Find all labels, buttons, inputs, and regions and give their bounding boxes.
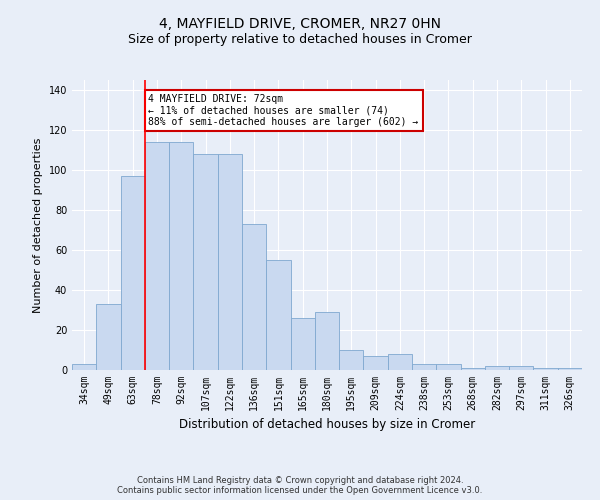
Bar — [364, 356, 388, 370]
Bar — [169, 142, 193, 370]
Bar — [461, 368, 485, 370]
Bar — [242, 224, 266, 370]
Bar — [436, 364, 461, 370]
Bar — [388, 354, 412, 370]
Text: 4 MAYFIELD DRIVE: 72sqm
← 11% of detached houses are smaller (74)
88% of semi-de: 4 MAYFIELD DRIVE: 72sqm ← 11% of detache… — [149, 94, 419, 127]
Text: Contains HM Land Registry data © Crown copyright and database right 2024.
Contai: Contains HM Land Registry data © Crown c… — [118, 476, 482, 495]
Bar — [193, 154, 218, 370]
Bar — [485, 366, 509, 370]
Bar — [290, 318, 315, 370]
Y-axis label: Number of detached properties: Number of detached properties — [33, 138, 43, 312]
Bar — [412, 364, 436, 370]
Bar — [145, 142, 169, 370]
Bar — [72, 364, 96, 370]
Bar — [266, 260, 290, 370]
Bar — [96, 304, 121, 370]
Text: 4, MAYFIELD DRIVE, CROMER, NR27 0HN: 4, MAYFIELD DRIVE, CROMER, NR27 0HN — [159, 18, 441, 32]
Text: Size of property relative to detached houses in Cromer: Size of property relative to detached ho… — [128, 32, 472, 46]
Bar — [218, 154, 242, 370]
Bar — [339, 350, 364, 370]
Bar — [121, 176, 145, 370]
X-axis label: Distribution of detached houses by size in Cromer: Distribution of detached houses by size … — [179, 418, 475, 432]
Bar — [509, 366, 533, 370]
Bar — [315, 312, 339, 370]
Bar — [533, 368, 558, 370]
Bar — [558, 368, 582, 370]
